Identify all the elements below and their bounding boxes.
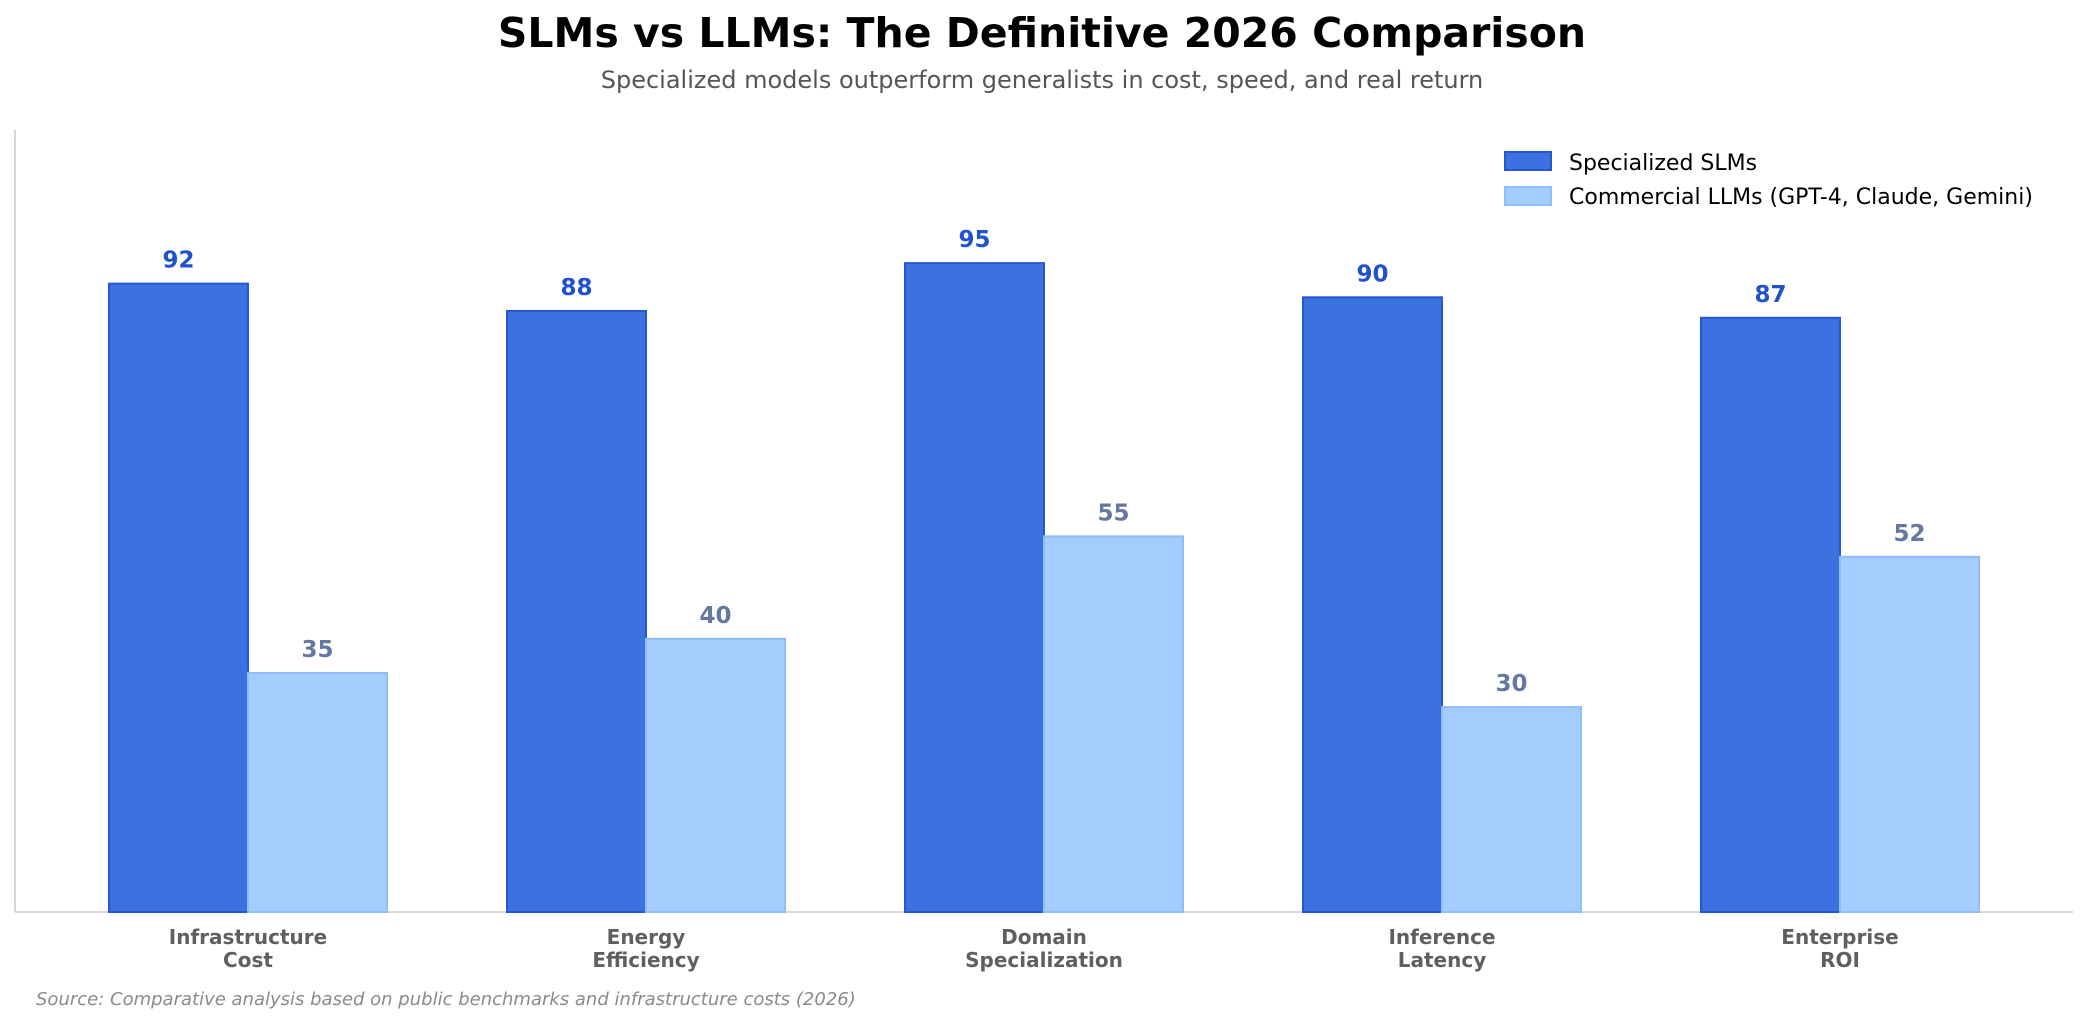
chart-title: SLMs vs LLMs: The Definitive 2026 Compar…	[498, 9, 1586, 57]
value-label-llm-1: 35	[301, 637, 333, 663]
x-tick-label-5-line-2: ROI	[1820, 948, 1860, 972]
bar-llm-4	[1441, 706, 1582, 913]
chart-subtitle: Specialized models outperform generalist…	[601, 66, 1484, 94]
legend-swatch-llm	[1504, 186, 1552, 206]
bar-llm-2	[645, 637, 786, 913]
value-label-slm-5: 87	[1754, 282, 1786, 308]
x-tick-label-4-line-1: Inference	[1388, 925, 1495, 949]
legend-swatch-slm	[1504, 151, 1552, 171]
legend-label-slm: Specialized SLMs	[1569, 151, 1757, 176]
value-label-llm-4: 30	[1495, 671, 1527, 697]
value-label-llm-2: 40	[699, 603, 731, 629]
bar-slm-2	[506, 309, 647, 913]
bar-llm-3	[1043, 535, 1184, 913]
x-tick-label-3-line-1: Domain	[1001, 925, 1087, 949]
bar-slm-1	[108, 282, 249, 913]
x-tick-label-4-line-2: Latency	[1398, 948, 1487, 972]
bars-group	[108, 262, 1980, 914]
x-tick-label-2-line-2: Efficiency	[592, 948, 699, 972]
bar-slm-5	[1700, 316, 1841, 914]
value-label-slm-1: 92	[162, 248, 194, 274]
value-label-slm-4: 90	[1356, 261, 1388, 287]
x-tick-label-1-line-1: Infrastructure	[169, 925, 327, 949]
value-label-slm-2: 88	[560, 275, 592, 301]
bar-slm-3	[904, 262, 1045, 913]
value-label-llm-3: 55	[1097, 500, 1129, 526]
x-tick-label-1-line-2: Cost	[223, 948, 273, 972]
bar-llm-5	[1839, 555, 1980, 914]
legend: Specialized SLMs Commercial LLMs (GPT-4,…	[1504, 151, 2033, 210]
x-tick-label-5-line-1: Enterprise	[1781, 925, 1898, 949]
x-tick-label-2-line-1: Energy	[607, 925, 686, 949]
source-note: Source: Comparative analysis based on pu…	[36, 989, 856, 1010]
value-label-slm-3: 95	[958, 227, 990, 253]
x-tick-label-3-line-2: Specialization	[965, 948, 1123, 972]
bar-slm-4	[1302, 296, 1443, 913]
bar-llm-1	[247, 671, 388, 914]
value-label-llm-5: 52	[1893, 521, 1925, 547]
value-labels-group: 92 35 88 40 95 55 90 30 87 52	[162, 227, 1925, 697]
legend-label-llm: Commercial LLMs (GPT-4, Claude, Gemini)	[1569, 185, 2033, 210]
